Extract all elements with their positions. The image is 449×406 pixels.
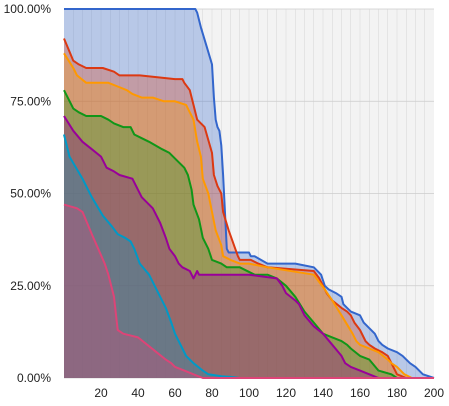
x-tick-label: 160 [350,386,370,400]
series-group [63,8,435,379]
y-tick-label: 100.00% [4,2,52,16]
series-area-2 [64,38,434,378]
series-line-4 [63,89,434,379]
x-axis-ticks: 20 40 60 80 100 120 140 160 180 200 [94,386,444,400]
series-line-6 [63,134,434,379]
x-tick-label: 120 [276,386,296,400]
x-tick-label: 80 [205,386,219,400]
y-tick-label: 75.00% [10,94,51,108]
y-tick-label: 0.00% [17,371,51,385]
series-area-6 [64,134,434,378]
series-area-4 [64,90,434,378]
series-line-5 [63,115,434,379]
series-line-2 [63,38,434,379]
series-area-1 [64,9,434,378]
x-tick-label: 200 [424,386,444,400]
series-lines [63,8,435,379]
series-line-7 [63,203,434,379]
series-area-7 [64,204,434,378]
series-line-3 [63,52,434,379]
series-area-3 [64,53,434,379]
series-areas [64,9,434,379]
x-tick-label: 140 [313,386,333,400]
x-tick-label: 60 [168,386,182,400]
y-tick-label: 25.00% [10,279,51,293]
x-tick-label: 20 [94,386,108,400]
series-line-1 [64,8,435,379]
y-axis-ticks: 0.00% 25.00% 50.00% 75.00% 100.00% [4,2,52,385]
series-area-5 [64,116,434,378]
y-tick-label: 50.00% [10,187,51,201]
grid [64,8,434,379]
x-tick-label: 100 [239,386,259,400]
x-tick-label: 180 [387,386,407,400]
x-tick-label: 40 [131,386,145,400]
